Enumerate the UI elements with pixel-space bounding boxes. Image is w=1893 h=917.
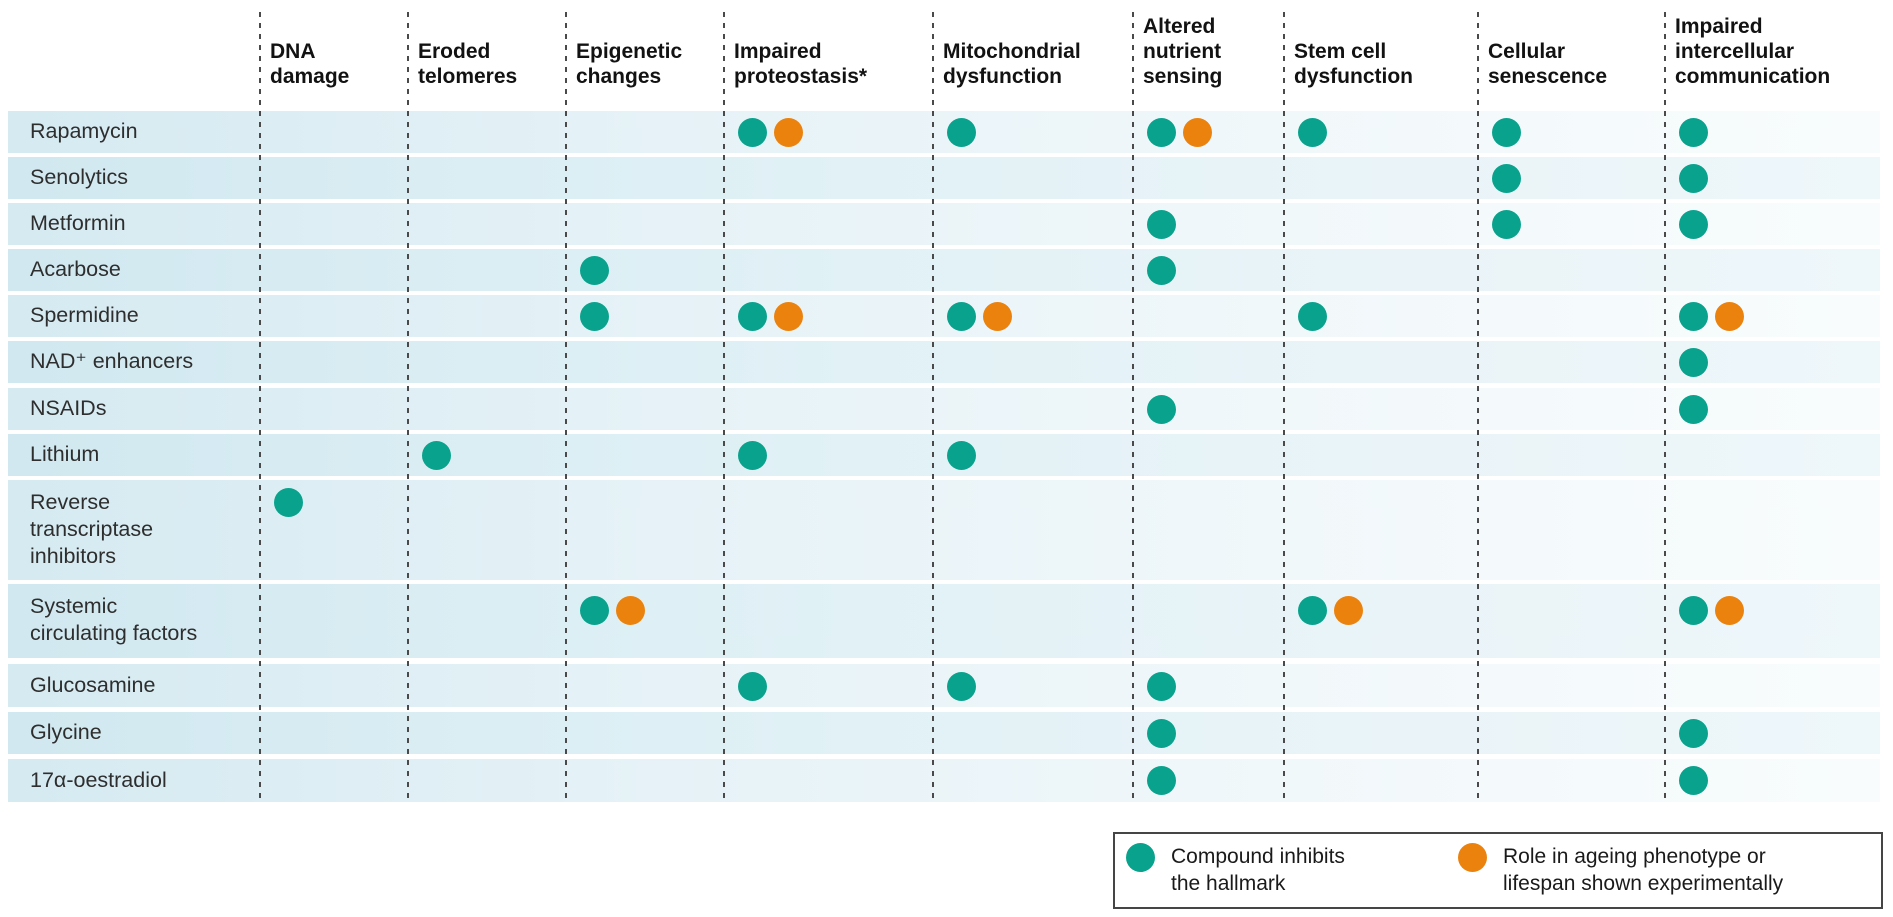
row-band	[8, 341, 1880, 383]
column-header-nutrient: Altered nutrient sensing	[1143, 15, 1223, 88]
experimental-dot-icon	[1714, 301, 1744, 331]
inhibits-dot-icon	[421, 440, 451, 470]
inhibits-dot-icon	[1678, 394, 1708, 424]
inhibits-dot-icon	[946, 671, 976, 701]
inhibits-dot-icon	[1491, 209, 1521, 239]
row-band	[8, 712, 1880, 754]
column-separator	[723, 12, 725, 802]
inhibits-dot-icon	[1297, 595, 1327, 625]
row-band	[8, 249, 1880, 291]
inhibits-dot-icon	[1146, 718, 1176, 748]
row-label: Systemic circulating factors	[30, 594, 198, 645]
teal-dot-icon	[1126, 843, 1155, 872]
legend-label-experimental: Role in ageing phenotype or lifespan sho…	[1503, 845, 1784, 895]
column-header-senescence: Cellular senescence	[1488, 40, 1608, 88]
row-band	[8, 111, 1880, 153]
inhibits-dot-icon	[1146, 394, 1176, 424]
inhibits-dot-icon	[579, 595, 609, 625]
inhibits-dot-icon	[1678, 347, 1708, 377]
row-band	[8, 295, 1880, 337]
column-separator	[259, 12, 261, 802]
row-band	[8, 434, 1880, 476]
inhibits-dot-icon	[1678, 117, 1708, 147]
row-band	[8, 157, 1880, 199]
column-separator	[1283, 12, 1285, 802]
column-separator	[565, 12, 567, 802]
column-header-mitochondrial: Mitochondrial dysfunction	[943, 40, 1081, 88]
experimental-dot-icon	[982, 301, 1012, 331]
inhibits-dot-icon	[1146, 255, 1176, 285]
row-band	[8, 664, 1880, 707]
legend-item-inhibits: Compound inhibits the hallmark	[1126, 843, 1345, 897]
row-label: NAD⁺ enhancers	[30, 349, 194, 373]
inhibits-dot-icon	[1297, 301, 1327, 331]
column-header-epigenetic: Epigenetic changes	[576, 40, 683, 88]
row-label: Rapamycin	[30, 119, 138, 143]
inhibits-dot-icon	[737, 301, 767, 331]
column-header-intercellular: Impaired intercellular communication	[1675, 15, 1831, 88]
orange-dot-icon	[1458, 843, 1487, 872]
legend-box: Compound inhibits the hallmark Role in a…	[1113, 832, 1883, 909]
inhibits-dot-icon	[737, 117, 767, 147]
column-separator	[1477, 12, 1479, 802]
inhibits-dot-icon	[1678, 718, 1708, 748]
row-label: Glycine	[30, 720, 102, 744]
inhibits-dot-icon	[1146, 765, 1176, 795]
inhibits-dot-icon	[1146, 671, 1176, 701]
inhibits-dot-icon	[1491, 163, 1521, 193]
inhibits-dot-icon	[946, 301, 976, 331]
inhibits-dot-icon	[946, 440, 976, 470]
row-band	[8, 480, 1880, 580]
legend-label-inhibits: Compound inhibits the hallmark	[1171, 845, 1345, 895]
inhibits-dot-icon	[737, 440, 767, 470]
row-label: 17α-oestradiol	[30, 768, 167, 792]
row-label: Senolytics	[30, 165, 128, 189]
inhibits-dot-icon	[1678, 301, 1708, 331]
row-band	[8, 759, 1880, 802]
inhibits-dot-icon	[273, 487, 303, 517]
row-label: Metformin	[30, 211, 126, 235]
inhibits-dot-icon	[1678, 209, 1708, 239]
inhibits-dot-icon	[1491, 117, 1521, 147]
inhibits-dot-icon	[1678, 595, 1708, 625]
column-header-dna: DNA damage	[270, 40, 350, 88]
column-header-proteostasis: Impaired proteostasis*	[734, 40, 868, 88]
row-band	[8, 203, 1880, 245]
inhibits-dot-icon	[737, 671, 767, 701]
row-label: Spermidine	[30, 303, 139, 327]
inhibits-dot-icon	[1146, 209, 1176, 239]
inhibits-dot-icon	[1297, 117, 1327, 147]
row-label: NSAIDs	[30, 396, 107, 420]
row-label: Acarbose	[30, 257, 121, 281]
experimental-dot-icon	[1714, 595, 1744, 625]
row-band	[8, 388, 1880, 430]
row-band	[8, 584, 1880, 658]
column-header-stemcell: Stem cell dysfunction	[1294, 40, 1413, 88]
inhibits-dot-icon	[579, 301, 609, 331]
experimental-dot-icon	[1333, 595, 1363, 625]
experimental-dot-icon	[773, 301, 803, 331]
column-header-telomeres: Eroded telomeres	[418, 40, 518, 88]
inhibits-dot-icon	[1678, 765, 1708, 795]
inhibits-dot-icon	[1146, 117, 1176, 147]
column-separator	[1132, 12, 1134, 802]
experimental-dot-icon	[773, 117, 803, 147]
column-separator	[407, 12, 409, 802]
row-label: Glucosamine	[30, 673, 156, 697]
column-separator	[1664, 12, 1666, 802]
experimental-dot-icon	[1182, 117, 1212, 147]
column-separator	[932, 12, 934, 802]
inhibits-dot-icon	[579, 255, 609, 285]
row-label: Reverse transcriptase inhibitors	[30, 490, 154, 568]
inhibits-dot-icon	[946, 117, 976, 147]
row-label: Lithium	[30, 442, 100, 466]
inhibits-dot-icon	[1678, 163, 1708, 193]
experimental-dot-icon	[615, 595, 645, 625]
legend-item-experimental: Role in ageing phenotype or lifespan sho…	[1458, 843, 1783, 897]
